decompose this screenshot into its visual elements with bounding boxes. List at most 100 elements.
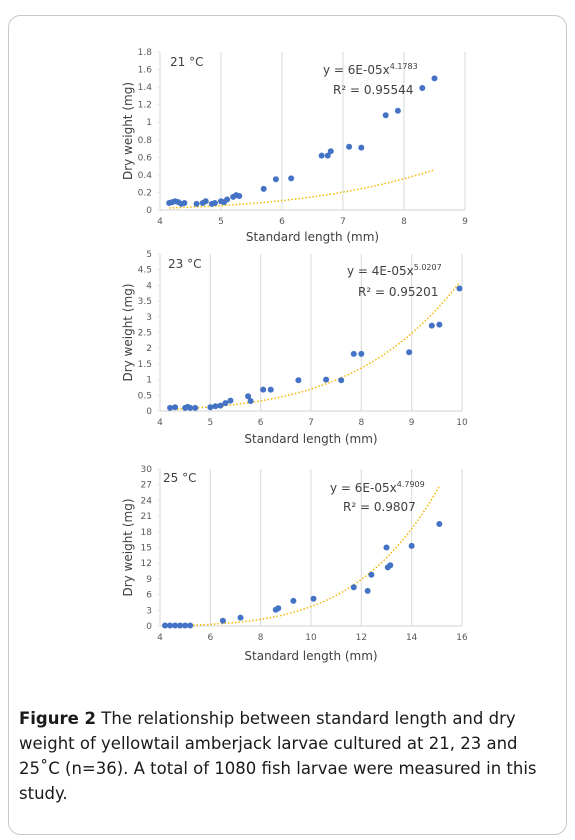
- data-point: [275, 605, 282, 612]
- caption-text: study.: [19, 784, 68, 803]
- x-tick-label: 6: [279, 217, 285, 227]
- data-point: [217, 402, 224, 409]
- y-tick-label: 1: [146, 376, 152, 386]
- x-tick-label: 16: [456, 633, 468, 643]
- y-tick-label: 0.8: [138, 136, 153, 146]
- data-point: [436, 520, 443, 527]
- equation-base: y = 6E-05x: [323, 63, 390, 77]
- y-tick-label: 9: [146, 575, 152, 585]
- equation-base: y = 4E-05x: [347, 264, 414, 278]
- data-point: [207, 404, 214, 411]
- trend-line: [169, 168, 435, 209]
- data-point: [202, 198, 209, 205]
- data-point: [247, 397, 254, 404]
- data-point: [327, 148, 334, 155]
- trend-line: [164, 485, 440, 627]
- x-tick-label: 8: [258, 633, 264, 643]
- y-tick-label: 1.4: [138, 83, 153, 93]
- x-axis-title: Standard length (mm): [244, 432, 377, 446]
- x-tick-label: 8: [358, 418, 364, 428]
- y-tick-label: 3: [146, 313, 152, 323]
- equation: y = 4E-05x5.0207: [347, 263, 442, 278]
- data-point: [431, 75, 438, 82]
- equation-base: y = 6E-05x: [330, 481, 397, 495]
- r-squared: R² = 0.9807: [343, 500, 416, 514]
- data-point: [408, 542, 415, 549]
- data-point: [290, 597, 297, 604]
- y-tick-label: 2: [146, 344, 152, 354]
- x-tick-label: 10: [305, 633, 317, 643]
- figure-frame: [8, 15, 567, 835]
- y-tick-label: 0.6: [138, 153, 153, 163]
- data-point: [193, 200, 200, 207]
- data-point: [350, 584, 357, 591]
- x-axis-title: Standard length (mm): [246, 230, 379, 244]
- data-point: [192, 404, 199, 411]
- data-point: [406, 349, 413, 356]
- data-point: [162, 622, 169, 629]
- x-tick-label: 7: [308, 418, 314, 428]
- data-point: [260, 386, 267, 393]
- y-tick-label: 15: [141, 544, 152, 554]
- y-tick-label: 2.5: [138, 329, 152, 339]
- data-point: [323, 376, 330, 383]
- x-tick-label: 6: [258, 418, 264, 428]
- equation-exponent: 4.7909: [397, 480, 425, 489]
- x-tick-label: 9: [462, 217, 468, 227]
- data-point: [182, 622, 189, 629]
- x-tick-label: 14: [406, 633, 418, 643]
- data-point: [272, 176, 279, 183]
- x-tick-label: 9: [409, 418, 415, 428]
- data-point: [224, 196, 231, 203]
- data-point: [222, 400, 229, 407]
- y-tick-label: 1.6: [138, 66, 153, 76]
- y-tick-label: 1.8: [138, 48, 153, 58]
- y-tick-label: 5: [146, 250, 152, 260]
- data-point: [212, 403, 219, 410]
- data-point: [436, 321, 443, 328]
- data-point: [237, 614, 244, 621]
- panel-label: 25 °C: [163, 471, 196, 485]
- x-tick-label: 4: [157, 418, 163, 428]
- data-point: [295, 377, 302, 384]
- data-point: [187, 404, 194, 411]
- y-tick-label: 1: [146, 118, 152, 128]
- data-point: [245, 393, 252, 400]
- y-tick-label: 0: [146, 407, 152, 417]
- caption-line: Figure 2 The relationship between standa…: [19, 709, 516, 728]
- y-tick-label: 1.2: [138, 101, 152, 111]
- data-point: [260, 185, 267, 192]
- data-point: [310, 595, 317, 602]
- data-point: [227, 397, 234, 404]
- data-point: [456, 285, 463, 292]
- caption-text: The relationship between standard length…: [100, 709, 516, 728]
- x-tick-label: 5: [207, 418, 213, 428]
- data-point: [419, 84, 426, 91]
- data-point: [387, 562, 394, 569]
- data-point: [428, 322, 435, 329]
- x-axis-title: Standard length (mm): [244, 649, 377, 663]
- data-point: [181, 199, 188, 206]
- r-squared: R² = 0.95201: [358, 285, 438, 299]
- x-tick-label: 4: [157, 217, 163, 227]
- y-tick-label: 0.5: [138, 391, 152, 401]
- equation-exponent: 4.1783: [390, 62, 418, 71]
- y-tick-label: 6: [146, 591, 152, 601]
- data-point: [382, 112, 389, 119]
- data-point: [338, 377, 345, 384]
- y-axis-title: Dry weight (mg): [121, 498, 135, 596]
- caption-label: Figure 2: [19, 709, 96, 728]
- data-point: [318, 152, 325, 159]
- data-point: [177, 622, 184, 629]
- caption-text: 25˚C (n=36). A total of 1080 fish larvae…: [19, 759, 537, 778]
- data-point: [236, 192, 243, 199]
- data-point: [350, 350, 357, 357]
- y-tick-label: 0: [146, 622, 152, 632]
- data-point: [219, 617, 226, 624]
- data-point: [187, 622, 194, 629]
- data-point: [368, 571, 375, 578]
- y-tick-label: 0.4: [138, 171, 153, 181]
- caption-text: weight of yellowtail amberjack larvae cu…: [19, 734, 518, 753]
- equation-exponent: 5.0207: [414, 263, 442, 272]
